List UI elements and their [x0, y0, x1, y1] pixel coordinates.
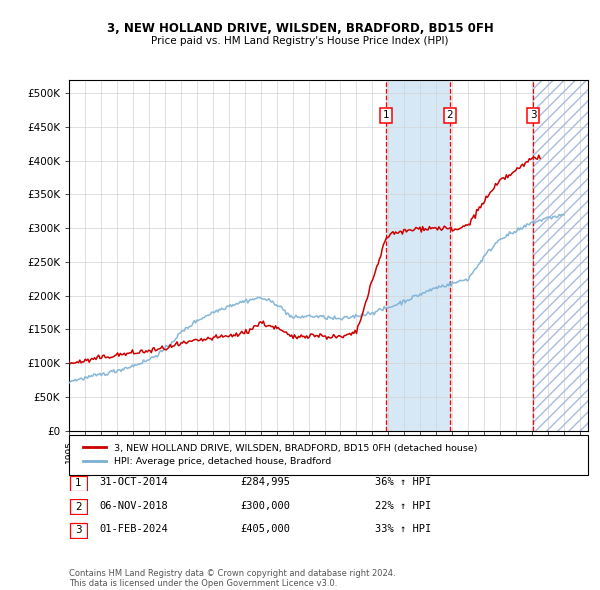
Text: 36% ↑ HPI: 36% ↑ HPI — [375, 477, 431, 487]
Bar — [386, 80, 450, 431]
Text: 1: 1 — [382, 110, 389, 120]
Text: 2: 2 — [75, 502, 82, 512]
Text: 3: 3 — [75, 526, 82, 535]
Text: Price paid vs. HM Land Registry's House Price Index (HPI): Price paid vs. HM Land Registry's House … — [151, 37, 449, 46]
Text: 31-OCT-2014: 31-OCT-2014 — [99, 477, 168, 487]
Text: 33% ↑ HPI: 33% ↑ HPI — [375, 525, 431, 534]
Text: £284,995: £284,995 — [240, 477, 290, 487]
Text: £405,000: £405,000 — [240, 525, 290, 534]
Text: 3, NEW HOLLAND DRIVE, WILSDEN, BRADFORD, BD15 0FH: 3, NEW HOLLAND DRIVE, WILSDEN, BRADFORD,… — [107, 22, 493, 35]
Text: 22% ↑ HPI: 22% ↑ HPI — [375, 501, 431, 510]
Text: 1: 1 — [75, 478, 82, 488]
Text: 2: 2 — [446, 110, 453, 120]
Text: 06-NOV-2018: 06-NOV-2018 — [99, 501, 168, 510]
Bar — [533, 80, 588, 431]
Text: £300,000: £300,000 — [240, 501, 290, 510]
Legend: 3, NEW HOLLAND DRIVE, WILSDEN, BRADFORD, BD15 0FH (detached house), HPI: Average: 3, NEW HOLLAND DRIVE, WILSDEN, BRADFORD,… — [79, 440, 481, 470]
Text: 01-FEB-2024: 01-FEB-2024 — [99, 525, 168, 534]
Text: This data is licensed under the Open Government Licence v3.0.: This data is licensed under the Open Gov… — [69, 579, 337, 588]
Text: Contains HM Land Registry data © Crown copyright and database right 2024.: Contains HM Land Registry data © Crown c… — [69, 569, 395, 578]
Bar — [533, 80, 588, 431]
Text: 3: 3 — [530, 110, 536, 120]
